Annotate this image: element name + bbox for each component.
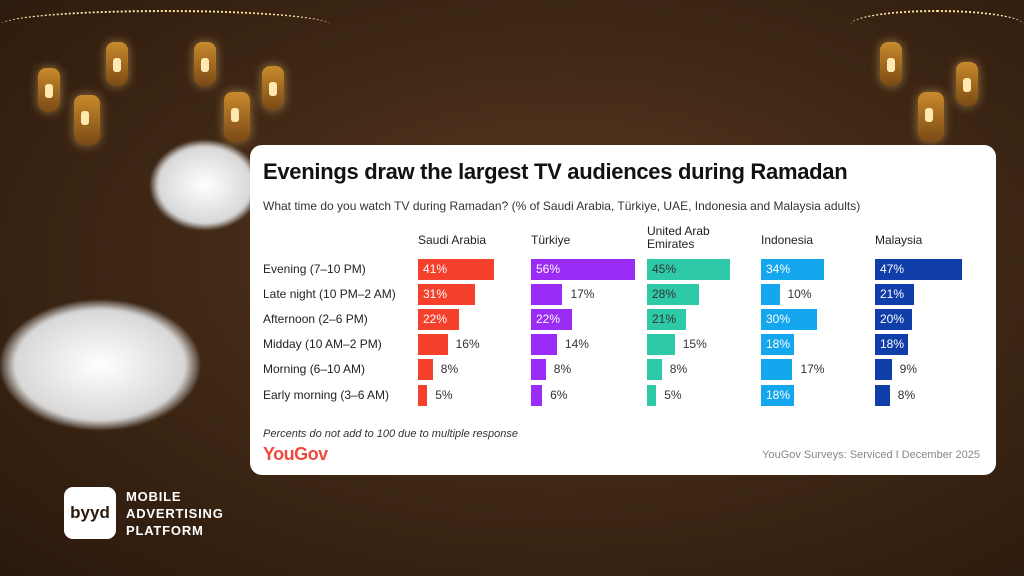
lantern-icon [38, 68, 60, 112]
bar [647, 334, 675, 355]
data-label: 5% [435, 388, 453, 402]
bar [531, 309, 572, 330]
data-label: 18% [766, 388, 791, 402]
column-header: United Arab Emirates [647, 224, 710, 251]
row-label: Midday (10 AM–2 PM) [263, 337, 382, 351]
bar [418, 359, 433, 380]
bar [418, 334, 448, 355]
footnote: Percents do not add to 100 due to multip… [263, 428, 519, 440]
lantern-icon [106, 42, 128, 86]
bar [875, 359, 892, 380]
column-header: Malaysia [875, 233, 923, 247]
bar [531, 359, 546, 380]
bar [761, 334, 795, 355]
bar [761, 259, 824, 280]
row-label: Morning (6–10 AM) [263, 362, 366, 376]
bar [647, 309, 686, 330]
data-label: 10% [787, 287, 812, 301]
lantern-icon [74, 95, 100, 145]
bar [418, 284, 476, 305]
chart-card: Evenings draw the largest TV audiences d… [250, 145, 996, 475]
cloud [0, 300, 200, 430]
bar [761, 359, 793, 380]
tagline: MOBILE ADVERTISING PLATFORM [126, 488, 224, 539]
data-label: 18% [766, 337, 791, 351]
row-label: Early morning (3–6 AM) [263, 388, 390, 402]
data-label: 17% [800, 362, 825, 376]
lantern-icon [224, 92, 250, 142]
data-label: 45% [652, 262, 677, 276]
data-label: 6% [550, 388, 568, 402]
chart-subtitle: What time do you watch TV during Ramadan… [263, 199, 861, 213]
tagline-line: PLATFORM [126, 523, 204, 538]
bar [647, 359, 662, 380]
bar [647, 259, 731, 280]
tagline-line: ADVERTISING [126, 506, 224, 521]
data-label: 56% [536, 262, 561, 276]
lantern-icon [262, 66, 284, 110]
row-label: Afternoon (2–6 PM) [263, 312, 368, 326]
bar [875, 284, 914, 305]
data-label: 30% [766, 312, 791, 326]
bar [761, 385, 795, 406]
bar [875, 334, 909, 355]
data-label: 16% [455, 337, 480, 351]
data-label: 8% [897, 388, 916, 402]
data-label: 8% [553, 362, 572, 376]
data-label: 41% [423, 262, 448, 276]
data-label: 20% [880, 312, 905, 326]
bar [531, 334, 557, 355]
data-label: 8% [669, 362, 688, 376]
data-label: 15% [682, 337, 707, 351]
byyd-logo: byyd [64, 487, 116, 539]
data-label: 17% [570, 287, 595, 301]
bar [531, 284, 563, 305]
data-label: 34% [766, 262, 791, 276]
lantern-icon [918, 92, 944, 142]
bar [875, 385, 890, 406]
column-header: Türkiye [531, 233, 571, 247]
bar [418, 259, 494, 280]
bar [418, 309, 459, 330]
lantern-icon [956, 62, 978, 106]
data-label: 22% [536, 312, 561, 326]
lantern-icon [194, 42, 216, 86]
data-label: 31% [423, 287, 448, 301]
bar [647, 284, 699, 305]
row-label: Evening (7–10 PM) [263, 262, 366, 276]
lantern-icon [880, 42, 902, 86]
bar [761, 309, 817, 330]
bar [647, 385, 657, 406]
data-label: 18% [880, 337, 905, 351]
data-label: 22% [423, 312, 448, 326]
bar [531, 385, 543, 406]
bar [418, 385, 428, 406]
data-label: 9% [899, 362, 917, 376]
bar [875, 309, 912, 330]
row-label: Late night (10 PM–2 AM) [263, 287, 396, 301]
yougov-logo: YouGov [263, 444, 328, 464]
bar [875, 259, 962, 280]
column-header: Saudi Arabia [418, 233, 487, 247]
cloud [150, 140, 260, 230]
chart-title: Evenings draw the largest TV audiences d… [263, 159, 848, 184]
column-header: Indonesia [761, 233, 814, 247]
data-label: 5% [664, 388, 682, 402]
bar [531, 259, 635, 280]
data-label: 21% [880, 287, 905, 301]
data-label: 14% [564, 337, 589, 351]
source: YouGov Surveys: Serviced I December 2025 [762, 449, 980, 461]
data-label: 8% [440, 362, 459, 376]
data-label: 28% [652, 287, 677, 301]
bar [761, 284, 780, 305]
data-label: 21% [652, 312, 677, 326]
data-label: 47% [880, 262, 905, 276]
tagline-line: MOBILE [126, 489, 182, 504]
